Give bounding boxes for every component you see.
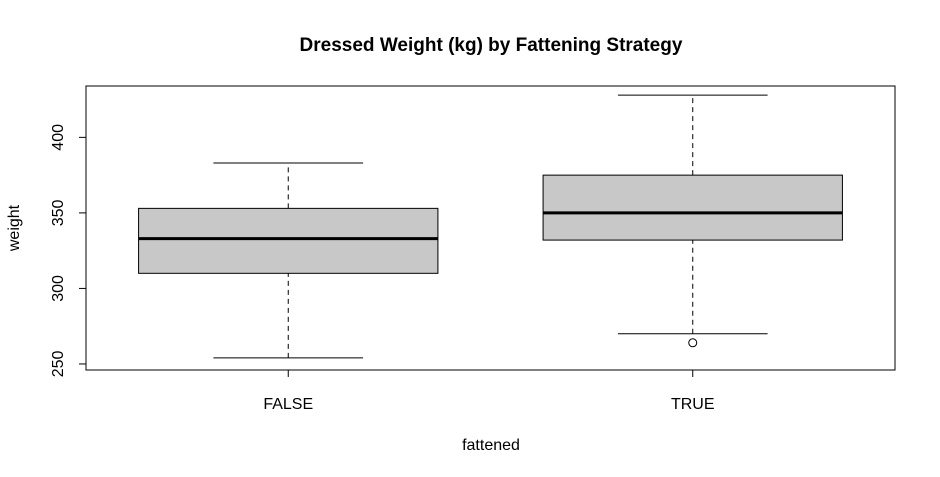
x-axis: FALSE TRUE — [263, 370, 715, 413]
outlier-point — [688, 338, 698, 348]
iqr-box — [138, 207, 439, 274]
box-false — [138, 162, 439, 359]
y-axis: 250 300 350 400 — [50, 124, 87, 378]
x-tick-label: FALSE — [263, 396, 313, 413]
y-tick-label: 350 — [50, 199, 67, 226]
y-axis-label: weight — [6, 204, 23, 252]
y-tick-label: 250 — [50, 351, 67, 378]
iqr-box — [542, 174, 843, 241]
y-tick-label: 400 — [50, 124, 67, 151]
y-tick-label: 300 — [50, 275, 67, 302]
boxes-layer — [138, 94, 843, 359]
chart-title: Dressed Weight (kg) by Fattening Strateg… — [300, 35, 683, 56]
x-tick-label: TRUE — [671, 396, 715, 413]
box-true — [542, 94, 843, 348]
x-axis-label: fattened — [462, 437, 520, 454]
